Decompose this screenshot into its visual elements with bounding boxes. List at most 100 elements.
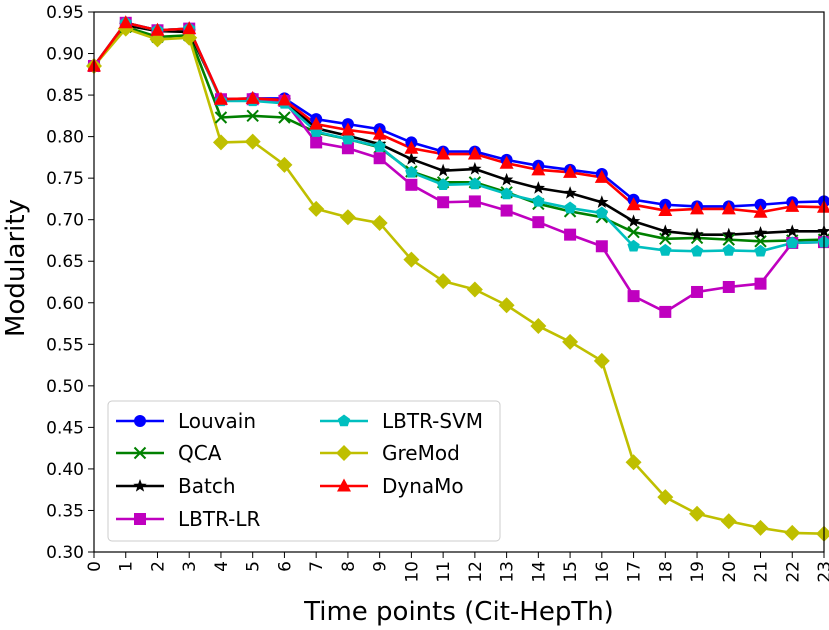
data-point-batch bbox=[531, 181, 546, 194]
x-tick-label: 8 bbox=[339, 561, 359, 572]
data-point-lbtr-lr bbox=[405, 178, 418, 191]
data-point-dynamo bbox=[817, 199, 829, 213]
data-point-lbtr-svm bbox=[690, 244, 704, 257]
data-point-dynamo bbox=[340, 122, 355, 136]
data-point-batch bbox=[563, 186, 577, 199]
x-tick-label: 1 bbox=[117, 561, 137, 572]
data-point-dynamo bbox=[531, 162, 546, 176]
legend: Louvain QCA Batch LBTR-LR LBTR-SVM GreMod Dyna… bbox=[107, 400, 501, 542]
legend-marker-louvain bbox=[134, 415, 146, 427]
data-point-dynamo bbox=[436, 146, 451, 160]
data-point-dynamo bbox=[563, 164, 578, 178]
data-point-lbtr-svm bbox=[500, 187, 513, 200]
x-tick-label: 3 bbox=[180, 561, 200, 572]
legend-label-batch: Batch bbox=[178, 474, 236, 498]
data-point-batch bbox=[436, 163, 450, 177]
data-point-lbtr-lr bbox=[373, 152, 386, 165]
x-tick-label: 9 bbox=[371, 561, 391, 572]
x-tick-label: 12 bbox=[466, 561, 486, 583]
legend-marker-gremod bbox=[336, 445, 352, 461]
y-axis-title: Modularity bbox=[1, 199, 31, 337]
data-point-lbtr-lr bbox=[564, 228, 577, 241]
data-point-dynamo bbox=[182, 21, 197, 35]
x-tick-label: 19 bbox=[688, 561, 708, 583]
data-point-batch bbox=[404, 152, 419, 165]
legend-label-lbtr-lr: LBTR-LR bbox=[178, 507, 261, 531]
data-point-batch bbox=[658, 224, 672, 237]
data-point-lbtr-svm bbox=[786, 236, 799, 249]
data-point-dynamo bbox=[785, 198, 800, 212]
data-point-batch bbox=[468, 162, 482, 175]
data-point-gremod bbox=[244, 133, 261, 150]
data-point-gremod bbox=[657, 489, 674, 506]
x-tick-label: 10 bbox=[402, 561, 422, 583]
data-point-dynamo bbox=[309, 116, 324, 130]
legend-marker-lbtr-lr bbox=[134, 513, 146, 525]
x-tick-label: 16 bbox=[593, 561, 613, 583]
data-point-lbtr-svm bbox=[341, 132, 355, 145]
data-point-lbtr-svm bbox=[627, 239, 640, 252]
x-tick-label: 20 bbox=[720, 561, 740, 583]
data-point-gremod bbox=[498, 297, 515, 314]
data-point-gremod bbox=[593, 352, 610, 369]
data-point-lbtr-svm bbox=[563, 201, 577, 214]
data-point-gremod bbox=[181, 29, 198, 46]
data-point-gremod bbox=[308, 200, 325, 217]
y-tick-label: 0.40 bbox=[46, 460, 84, 480]
data-point-dynamo bbox=[626, 197, 641, 211]
x-tick-label: 14 bbox=[529, 561, 549, 583]
y-tick-label: 0.85 bbox=[46, 86, 84, 106]
y-tick-label: 0.45 bbox=[46, 418, 84, 438]
data-point-dynamo bbox=[245, 90, 260, 104]
data-point-batch bbox=[499, 172, 514, 186]
data-point-batch bbox=[690, 227, 704, 241]
x-tick-label: 23 bbox=[815, 561, 829, 583]
y-tick-label: 0.50 bbox=[46, 377, 84, 397]
data-point-gremod bbox=[276, 156, 293, 173]
data-point-dynamo bbox=[658, 203, 673, 217]
legend-marker-lbtr-svm bbox=[337, 414, 351, 427]
plot-frame bbox=[93, 11, 825, 553]
data-point-gremod bbox=[625, 454, 642, 471]
data-point-batch bbox=[753, 225, 768, 239]
data-point-gremod bbox=[784, 524, 801, 541]
data-point-gremod bbox=[720, 513, 737, 530]
data-point-lbtr-svm bbox=[754, 244, 767, 257]
data-point-lbtr-svm bbox=[595, 206, 609, 219]
data-point-batch bbox=[626, 214, 641, 228]
data-point-lbtr-lr bbox=[500, 204, 513, 217]
data-point-lbtr-lr bbox=[595, 240, 608, 253]
data-point-dynamo bbox=[690, 201, 705, 215]
y-tick-label: 0.35 bbox=[46, 501, 84, 521]
x-tick-label: 2 bbox=[148, 561, 168, 572]
y-tick-label: 0.90 bbox=[46, 45, 84, 65]
x-tick-label: 17 bbox=[625, 561, 645, 583]
legend-marker-qca bbox=[133, 446, 147, 460]
x-tick-label: 7 bbox=[307, 561, 327, 572]
legend-label-qca: QCA bbox=[178, 441, 222, 465]
x-tick-label: 21 bbox=[752, 561, 772, 583]
data-point-dynamo bbox=[753, 204, 768, 218]
data-point-dynamo bbox=[372, 126, 387, 140]
legend-label-lbtr-svm: LBTR-SVM bbox=[382, 409, 483, 433]
data-point-batch bbox=[722, 227, 736, 241]
data-point-lbtr-lr bbox=[437, 196, 450, 209]
data-point-lbtr-svm bbox=[659, 243, 672, 256]
x-tick-label: 15 bbox=[561, 561, 581, 583]
data-point-gremod bbox=[689, 505, 706, 522]
data-point-batch bbox=[817, 224, 829, 237]
legend-marker-dynamo bbox=[337, 478, 351, 492]
y-tick-label: 0.70 bbox=[46, 211, 84, 231]
data-point-qca bbox=[278, 111, 291, 124]
legend-box bbox=[107, 400, 501, 542]
y-tick-label: 0.80 bbox=[46, 128, 84, 148]
data-point-gremod bbox=[466, 281, 483, 298]
data-point-lbtr-svm bbox=[373, 140, 386, 152]
data-point-qca bbox=[659, 232, 672, 246]
y-tick-label: 0.30 bbox=[46, 543, 84, 563]
data-point-lbtr-svm bbox=[436, 178, 450, 191]
data-point-lbtr-lr bbox=[722, 280, 735, 293]
data-point-qca bbox=[627, 225, 640, 239]
data-point-gremod bbox=[403, 251, 420, 268]
data-point-gremod bbox=[212, 134, 229, 151]
